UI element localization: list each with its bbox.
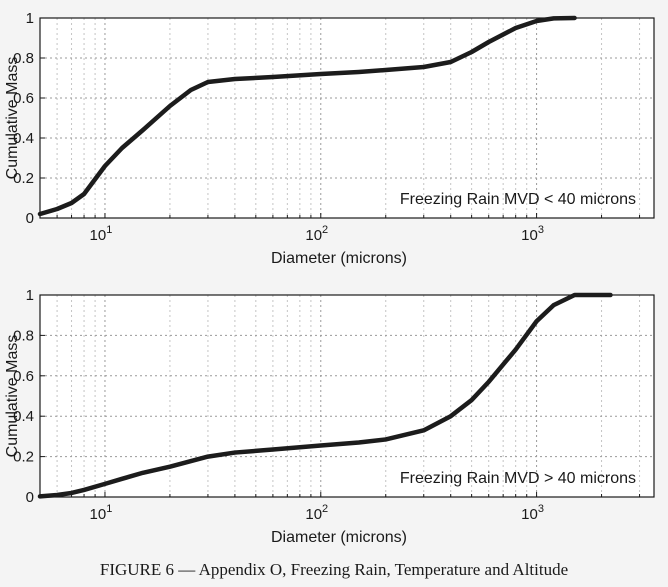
y-tick-label: 0.2 — [13, 170, 34, 187]
annotation-label: Freezing Rain MVD > 40 microns — [400, 470, 636, 487]
axes-frame — [39, 17, 655, 219]
y-tick-label: 0.8 — [13, 50, 34, 67]
series-line — [37, 15, 577, 217]
y-tick-label: 0.4 — [13, 130, 34, 147]
y-tick-label: 0 — [26, 210, 34, 227]
x-tick-label: 101 — [90, 503, 113, 523]
chart-canvas: 0 0.2 0.4 0.6 0.8 1 101 102 103 Diameter (microns… — [4, 10, 655, 546]
x-axis-label: Diameter (microns) — [271, 250, 407, 267]
y-tick-label: 0.4 — [13, 408, 34, 425]
y-tick-label: 0.2 — [13, 449, 34, 466]
chart-panel-1: 0 0.2 0.4 0.6 0.8 1 101 102 103 Diameter (microns… — [4, 10, 655, 267]
y-tick-label: 1 — [26, 10, 34, 27]
figure-caption: FIGURE 6 — Appendix O, Freezing Rain, Te… — [99, 560, 569, 579]
y-axis-label: Cumulative Mass — [4, 57, 21, 180]
y-tick-label: 0.6 — [13, 90, 34, 107]
y-tick-label: 1 — [26, 287, 34, 304]
x-tick-label: 103 — [521, 224, 544, 244]
x-tick-label: 103 — [521, 503, 544, 523]
x-tick-label: 102 — [305, 503, 328, 523]
x-tick-label: 102 — [305, 224, 328, 244]
y-axis-label: Cumulative Mass — [4, 335, 21, 458]
y-tick-label: 0 — [26, 489, 34, 506]
series-line — [37, 292, 613, 499]
axes-frame — [39, 294, 655, 498]
x-axis-label: Diameter (microns) — [271, 529, 407, 546]
x-tick-label: 101 — [90, 224, 113, 244]
annotation-label: Freezing Rain MVD < 40 microns — [400, 191, 636, 208]
plot-area — [40, 18, 654, 218]
y-tick-label: 0.6 — [13, 368, 34, 385]
y-tick-label: 0.8 — [13, 327, 34, 344]
chart-panel-2: 0 0.2 0.4 0.6 0.8 1 101 102 103 Diameter (microns… — [4, 287, 655, 546]
plot-area — [40, 295, 654, 497]
